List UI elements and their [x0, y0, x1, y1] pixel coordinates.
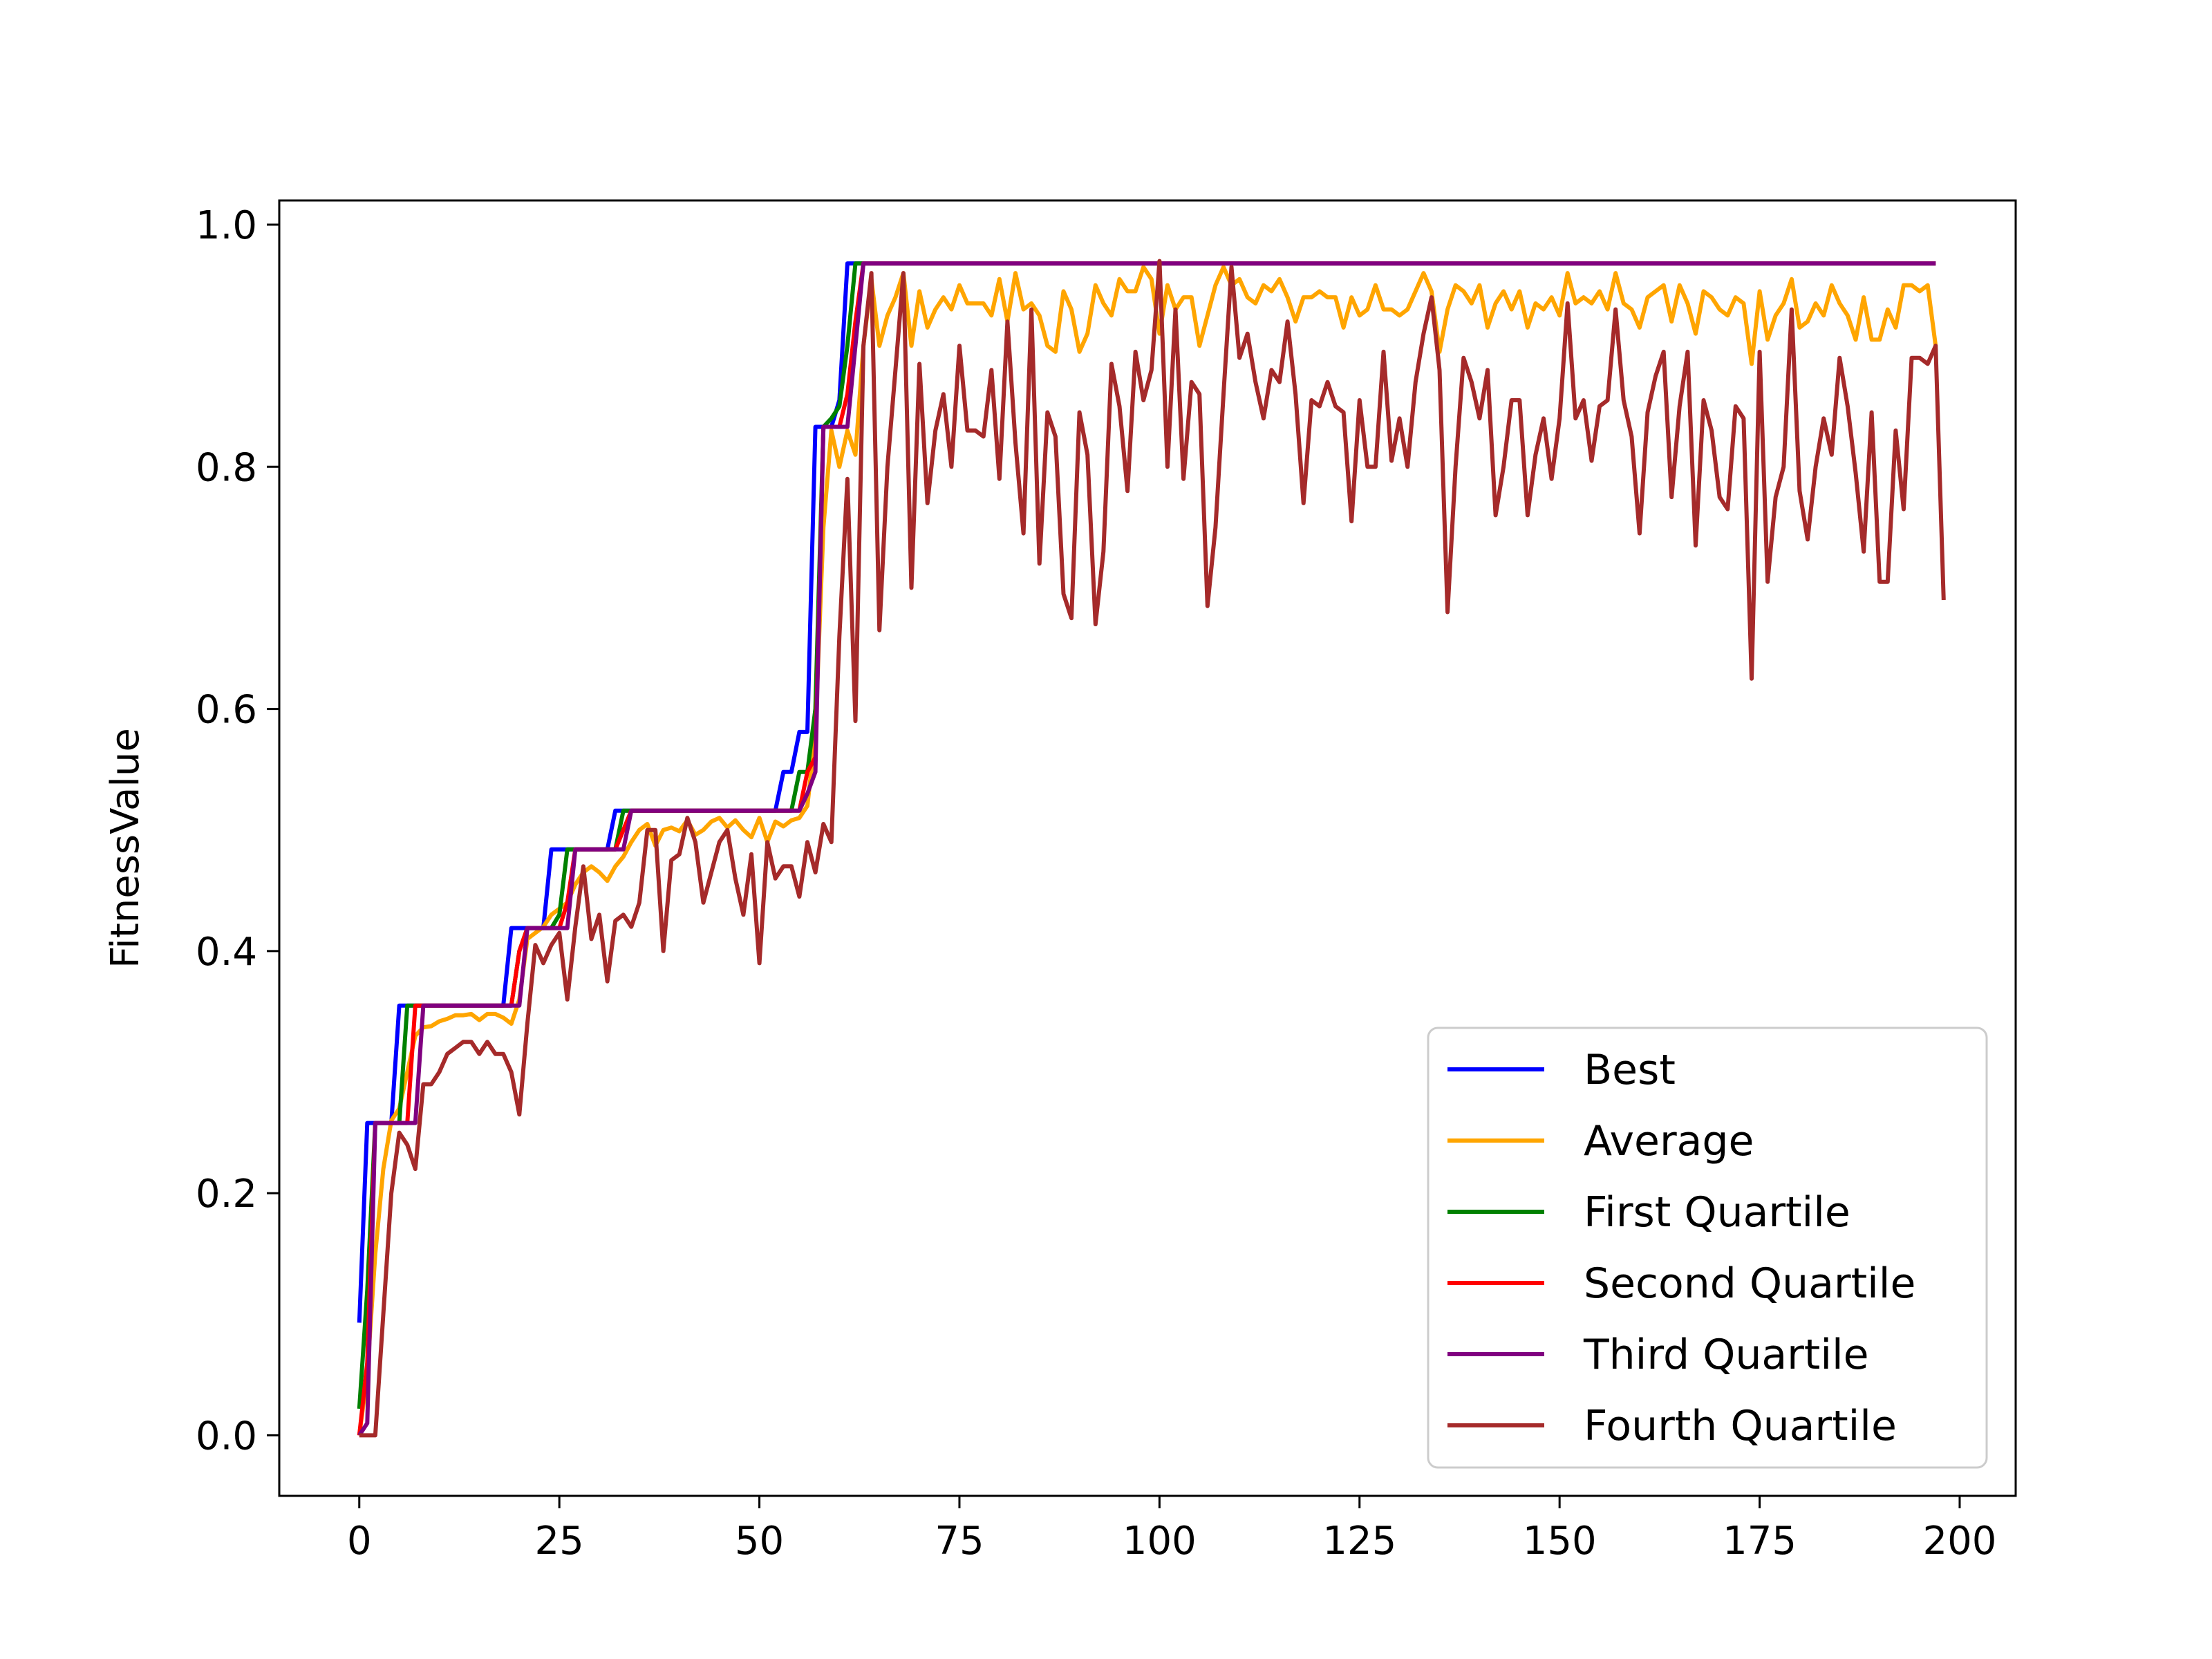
legend-label-average: Average	[1584, 1117, 1754, 1165]
x-tick-label: 175	[1723, 1519, 1797, 1564]
series-layer	[357, 259, 1946, 1438]
y-tick-label: 1.0	[196, 203, 257, 248]
y-tick-label: 0.8	[196, 445, 257, 490]
legend-label-fourth-quartile: Fourth Quartile	[1584, 1402, 1897, 1450]
x-tick-label: 75	[935, 1519, 984, 1564]
x-tick-label: 0	[347, 1519, 372, 1564]
x-tick-label: 150	[1523, 1519, 1597, 1564]
legend: Best Average First Quartile Second Quartile…	[1427, 1027, 1988, 1469]
legend-box	[1427, 1027, 1988, 1469]
legend-label-third-quartile: Third Quartile	[1583, 1331, 1869, 1379]
x-tick-label: 100	[1123, 1519, 1197, 1564]
y-tick-label: 0.6	[196, 688, 257, 733]
legend-label-first-quartile: First Quartile	[1584, 1188, 1850, 1237]
x-tick-label: 25	[535, 1519, 584, 1564]
y-tick-label: 0.4	[196, 930, 257, 975]
legend-label-second-quartile: Second Quartile	[1584, 1259, 1915, 1308]
series-line-average	[357, 265, 1938, 1436]
x-tick-label: 125	[1322, 1519, 1396, 1564]
series-line-fourth-quartile	[359, 259, 1946, 1438]
y-axis-label: FitnessValue	[103, 728, 148, 968]
legend-label-best: Best	[1584, 1046, 1676, 1094]
series-line-third-quartile	[357, 261, 1936, 1437]
axes-frame	[278, 199, 2017, 1497]
y-tick-label: 0.0	[196, 1414, 257, 1459]
x-tick-label: 200	[1923, 1519, 1997, 1564]
x-axis: 0 25 50 75 100 125 150 175 200	[347, 1496, 1996, 1564]
x-tick-label: 50	[735, 1519, 784, 1564]
y-tick-label: 0.2	[196, 1172, 257, 1217]
y-axis: 0.0 0.2 0.4 0.6 0.8 1.0	[196, 203, 279, 1459]
